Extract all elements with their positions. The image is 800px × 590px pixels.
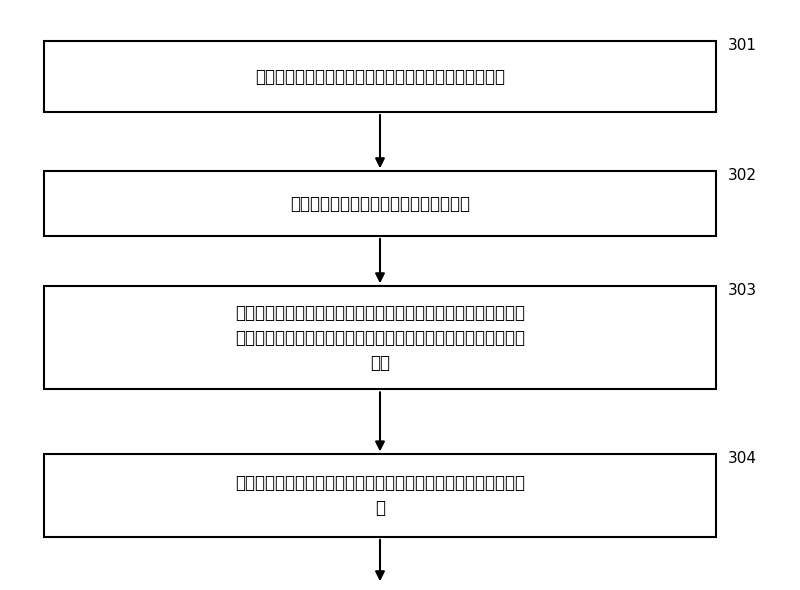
Text: 平值: 平值 xyxy=(370,353,390,372)
Text: 303: 303 xyxy=(728,283,757,298)
Bar xyxy=(44,171,716,236)
Bar xyxy=(44,454,716,537)
Text: 从所述至少两个子频带中选择一个子频带，计算本小区干扰等效信: 从所述至少两个子频带中选择一个子频带，计算本小区干扰等效信 xyxy=(235,304,525,322)
Bar xyxy=(44,41,716,112)
Text: 301: 301 xyxy=(728,38,757,53)
Text: 由所述最大干扰水平值和干扰阈值，确定是否在该子频带上发送数: 由所述最大干扰水平值和干扰阈值，确定是否在该子频带上发送数 xyxy=(235,474,525,492)
Text: 302: 302 xyxy=(728,168,757,183)
Bar xyxy=(44,286,716,389)
Text: 道和相邻小区所有用户等效信道间的干扰水平值，得到最大干扰水: 道和相邻小区所有用户等效信道间的干扰水平值，得到最大干扰水 xyxy=(235,329,525,347)
Text: 接收端测量所有子频带上的本小区信道和本小区干扰信道: 接收端测量所有子频带上的本小区信道和本小区干扰信道 xyxy=(255,68,505,86)
Text: 据: 据 xyxy=(375,499,385,517)
Text: 304: 304 xyxy=(728,451,757,466)
Text: 根据所述本小区信道选择至少两个子频带: 根据所述本小区信道选择至少两个子频带 xyxy=(290,195,470,212)
